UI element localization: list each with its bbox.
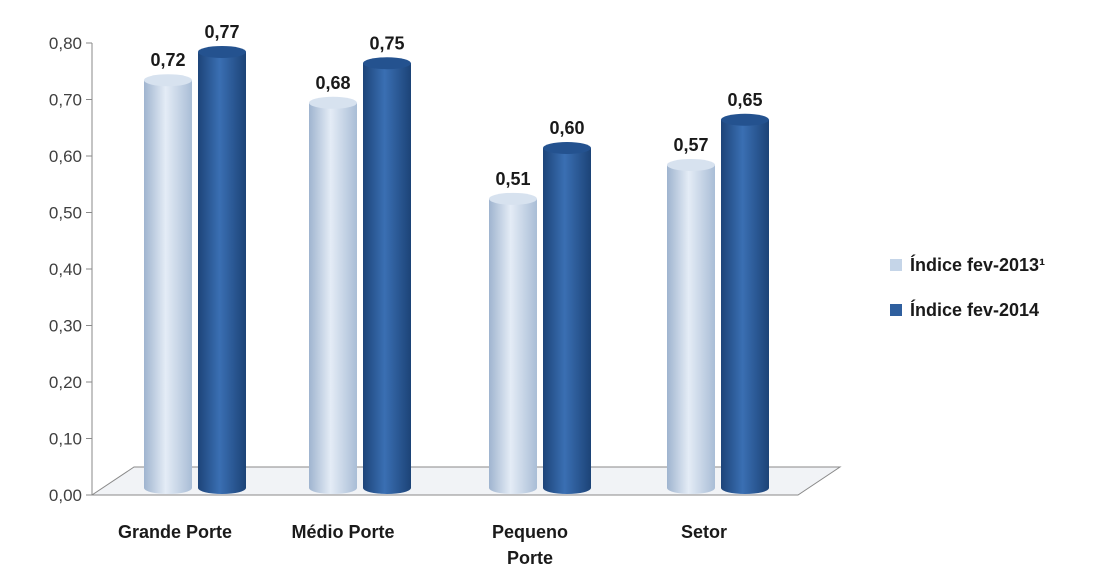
bar-top	[721, 113, 769, 126]
bar	[667, 158, 715, 494]
bar	[721, 113, 769, 494]
y-tick-label: 0,20	[49, 373, 82, 392]
bar-top	[667, 158, 715, 171]
legend-label: Índice fev-2014	[910, 299, 1039, 320]
data-label: 0,77	[204, 22, 239, 42]
bars-group: 0,72 0,77 0,68 0,75 0,51 0,60 0,57 0,65	[144, 22, 769, 495]
bar	[309, 96, 357, 495]
bar-body	[721, 119, 769, 494]
legend-swatch	[890, 304, 902, 316]
legend: Índice fev-2013¹ Índice fev-2014	[890, 254, 1045, 320]
floor-plane	[90, 466, 842, 496]
bar-body	[489, 198, 537, 494]
x-tick-label: Setor	[681, 522, 727, 542]
data-label: 0,75	[369, 33, 404, 53]
bar-top	[309, 96, 357, 109]
y-axis: 0,00 0,10 0,20 0,30 0,40 0,50 0,60 0,70 0,80	[49, 34, 93, 505]
chart-floor	[90, 466, 842, 496]
y-tick-label: 0,00	[49, 486, 82, 505]
data-label: 0,60	[549, 118, 584, 138]
bar	[144, 74, 192, 494]
x-tick-label: Pequeno Porte	[492, 522, 568, 568]
y-tick-label: 0,10	[49, 430, 82, 449]
bar-body	[543, 148, 591, 494]
bar-top	[543, 142, 591, 154]
y-tick-label: 0,60	[49, 147, 82, 166]
data-label: 0,72	[150, 50, 185, 70]
bar	[489, 192, 537, 494]
bar-top	[144, 74, 192, 87]
data-label: 0,51	[495, 169, 530, 189]
y-tick-label: 0,70	[49, 91, 82, 110]
bar	[543, 142, 591, 494]
bar-body	[309, 102, 357, 495]
x-tick-label: Grande Porte	[118, 522, 232, 542]
bar-body	[144, 80, 192, 494]
bar-body	[198, 51, 246, 494]
y-tick-label: 0,50	[49, 204, 82, 223]
y-tick-label: 0,40	[49, 260, 82, 279]
legend-swatch	[890, 259, 902, 271]
data-label: 0,57	[673, 135, 708, 155]
bar-body	[667, 164, 715, 494]
bar-top	[489, 192, 537, 205]
data-label: 0,68	[315, 73, 350, 93]
bar-top	[198, 45, 246, 58]
bar	[363, 57, 411, 494]
bar-top	[363, 57, 411, 70]
x-tick-label: Médio Porte	[291, 522, 394, 542]
legend-label: Índice fev-2013¹	[910, 254, 1045, 275]
x-axis: Grande Porte Médio Porte Pequeno Porte Setor	[118, 522, 727, 568]
y-tick-label: 0,80	[49, 34, 82, 53]
bar-body	[363, 63, 411, 494]
y-tick-label: 0,30	[49, 317, 82, 336]
data-label: 0,65	[727, 90, 762, 110]
bar	[198, 45, 246, 494]
